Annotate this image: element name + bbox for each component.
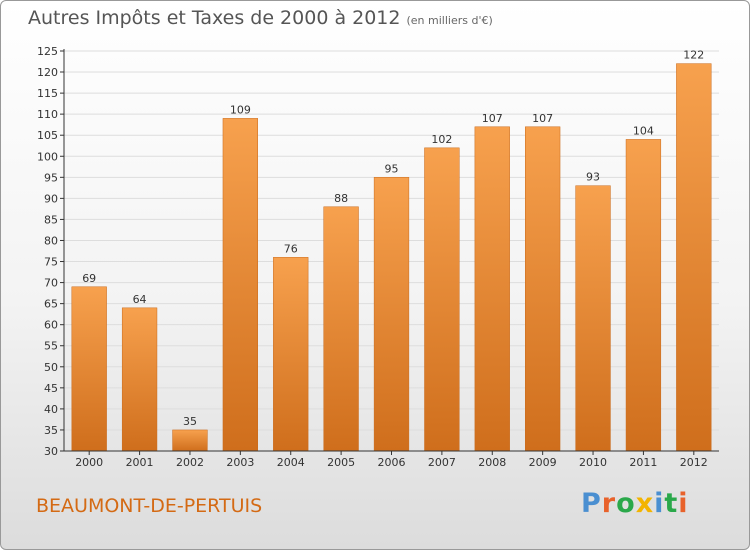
- y-tick-label: 80: [44, 234, 58, 247]
- y-tick-label: 105: [37, 129, 58, 142]
- bar: [373, 177, 410, 452]
- y-tick-label: 45: [44, 382, 58, 395]
- y-tick-label: 30: [44, 445, 58, 458]
- logo-letter: t: [664, 488, 679, 519]
- commune-name: BEAUMONT-DE-PERTUIS: [36, 495, 263, 517]
- bar: [121, 307, 158, 452]
- x-tick-label: 2001: [126, 456, 154, 469]
- x-tick-label: 2004: [277, 456, 305, 469]
- bar: [625, 139, 662, 452]
- x-tick-label: 2011: [629, 456, 657, 469]
- bars: [71, 63, 712, 452]
- chart-subtitle: (en milliers d'€): [406, 14, 493, 27]
- y-tick-label: 95: [44, 171, 58, 184]
- y-tick-label: 65: [44, 298, 58, 311]
- proxiti-logo: Proxiti: [581, 488, 689, 519]
- chart-title-text: Autres Impôts et Taxes de 2000 à 2012: [28, 7, 401, 29]
- bar-value-label: 102: [431, 133, 452, 146]
- bar-value-label: 107: [482, 112, 503, 125]
- bar-value-label: 76: [284, 242, 298, 255]
- bar: [474, 126, 510, 452]
- bar: [222, 118, 258, 452]
- x-tick-label: 2009: [529, 456, 557, 469]
- bar-value-label: 122: [683, 49, 704, 62]
- chart-title: Autres Impôts et Taxes de 2000 à 2012 (en…: [28, 7, 493, 29]
- y-tick-label: 55: [44, 340, 58, 353]
- bar-value-label: 109: [230, 103, 251, 116]
- x-tick-label: 2000: [75, 456, 103, 469]
- logo-letter: r: [601, 488, 617, 519]
- y-tick-label: 90: [44, 192, 58, 205]
- x-tick-label: 2010: [579, 456, 607, 469]
- y-tick-label: 115: [37, 87, 58, 100]
- x-tick-label: 2006: [378, 456, 406, 469]
- bar: [676, 63, 712, 452]
- x-tick-label: 2005: [327, 456, 355, 469]
- labels: 30 35 40 45 50 55 60 65 70 75 80 85 90 95 100 105 110 115…: [37, 45, 708, 469]
- bar-value-label: 104: [633, 124, 654, 137]
- bar-value-label: 95: [385, 162, 399, 175]
- y-tick-label: 120: [37, 66, 58, 79]
- bar-value-label: 107: [532, 112, 553, 125]
- bar: [172, 429, 208, 452]
- logo-letter: x: [635, 488, 655, 519]
- bar-value-label: 35: [183, 415, 197, 428]
- bar-value-label: 88: [334, 192, 348, 205]
- x-tick-label: 2003: [226, 456, 254, 469]
- y-tick-label: 125: [37, 45, 58, 58]
- bar-value-label: 69: [82, 272, 96, 285]
- bar: [273, 257, 309, 452]
- bar: [525, 126, 561, 452]
- logo-letter: i: [654, 488, 665, 519]
- axes: [60, 49, 719, 455]
- y-tick-label: 85: [44, 213, 58, 226]
- x-tick-label: 2008: [478, 456, 506, 469]
- bar: [424, 147, 460, 452]
- y-tick-label: 100: [37, 150, 58, 163]
- bar: [71, 286, 107, 452]
- y-tick-label: 40: [44, 403, 58, 416]
- y-tick-label: 60: [44, 319, 58, 332]
- logo-letter: o: [616, 488, 636, 519]
- y-tick-label: 110: [37, 108, 58, 121]
- y-tick-label: 50: [44, 361, 58, 374]
- y-tick-label: 35: [44, 424, 58, 437]
- x-tick-label: 2007: [428, 456, 456, 469]
- bar: [323, 206, 359, 452]
- x-tick-label: 2002: [176, 456, 204, 469]
- y-tick-label: 75: [44, 256, 58, 269]
- logo-letter: P: [581, 488, 602, 519]
- logo-letter: i: [678, 488, 689, 519]
- bar: [575, 185, 611, 452]
- y-tick-label: 70: [44, 277, 58, 290]
- bar-value-label: 64: [133, 293, 147, 306]
- bar-value-label: 93: [586, 171, 600, 184]
- x-tick-label: 2012: [680, 456, 708, 469]
